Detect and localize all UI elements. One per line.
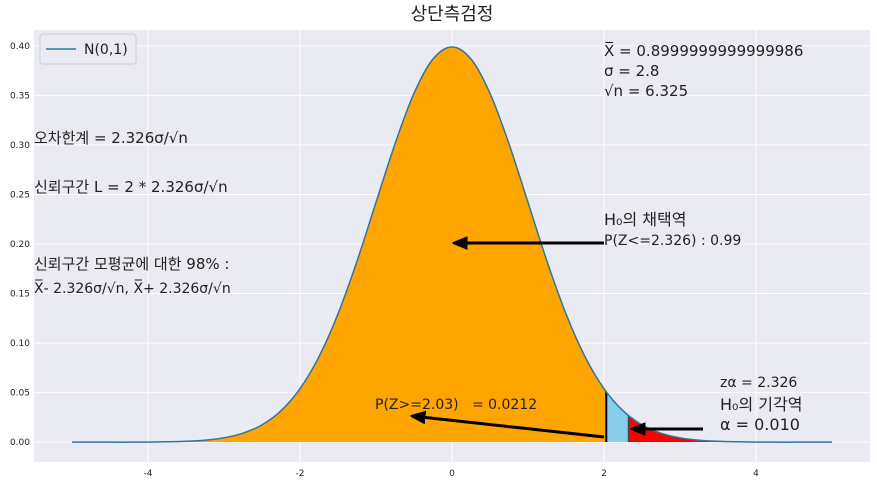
annotation: 신뢰구간 L = 2 * 2.326σ/√n [34, 178, 228, 196]
x-tick-label: -4 [144, 469, 153, 479]
curve [72, 46, 832, 443]
annotation: X̅ = 0.8999999999999986 [604, 41, 803, 60]
legend-box [39, 33, 137, 65]
y-tick-label: 0.05 [10, 389, 30, 399]
y-tick-label: 0.00 [10, 438, 30, 448]
y-tick-label: 0.35 [10, 91, 30, 101]
x-tick-label: -2 [296, 469, 305, 479]
chart-title: 상단측검정 [411, 4, 494, 25]
annotation: H₀의 채택역 [604, 210, 686, 229]
annotation: 신뢰구간 모평균에 대한 98% : [34, 255, 229, 273]
y-tick-label: 0.10 [10, 339, 30, 349]
y-tick-label: 0.25 [10, 190, 30, 200]
annotation: X̅- 2.326σ/√n, X̅+ 2.326σ/√n [34, 279, 231, 297]
annotation: α = 0.010 [720, 415, 800, 434]
annotation: σ = 2.8 [604, 62, 659, 80]
annotation: zα = 2.326 [720, 375, 797, 391]
x-tick-label: 0 [449, 469, 455, 479]
annotation: 오차한계 = 2.326σ/√n [34, 129, 188, 147]
annotation: P(Z<=2.326) : 0.99 [604, 233, 741, 249]
y-tick-label: 0.30 [10, 141, 30, 151]
y-tick-label: 0.20 [10, 240, 30, 250]
legend-label: N(0,1) [84, 42, 128, 58]
annotation: H₀의 기각역 [720, 395, 802, 414]
x-tick-label: 2 [601, 469, 607, 479]
arrow [412, 416, 605, 439]
y-tick-label: 0.15 [10, 290, 30, 300]
x-tick-label: 4 [753, 469, 759, 479]
y-tick-label: 0.40 [10, 42, 30, 52]
annotation: √n = 6.325 [604, 82, 688, 100]
annotation: P(Z>=2.03) = 0.0212 [375, 397, 537, 413]
